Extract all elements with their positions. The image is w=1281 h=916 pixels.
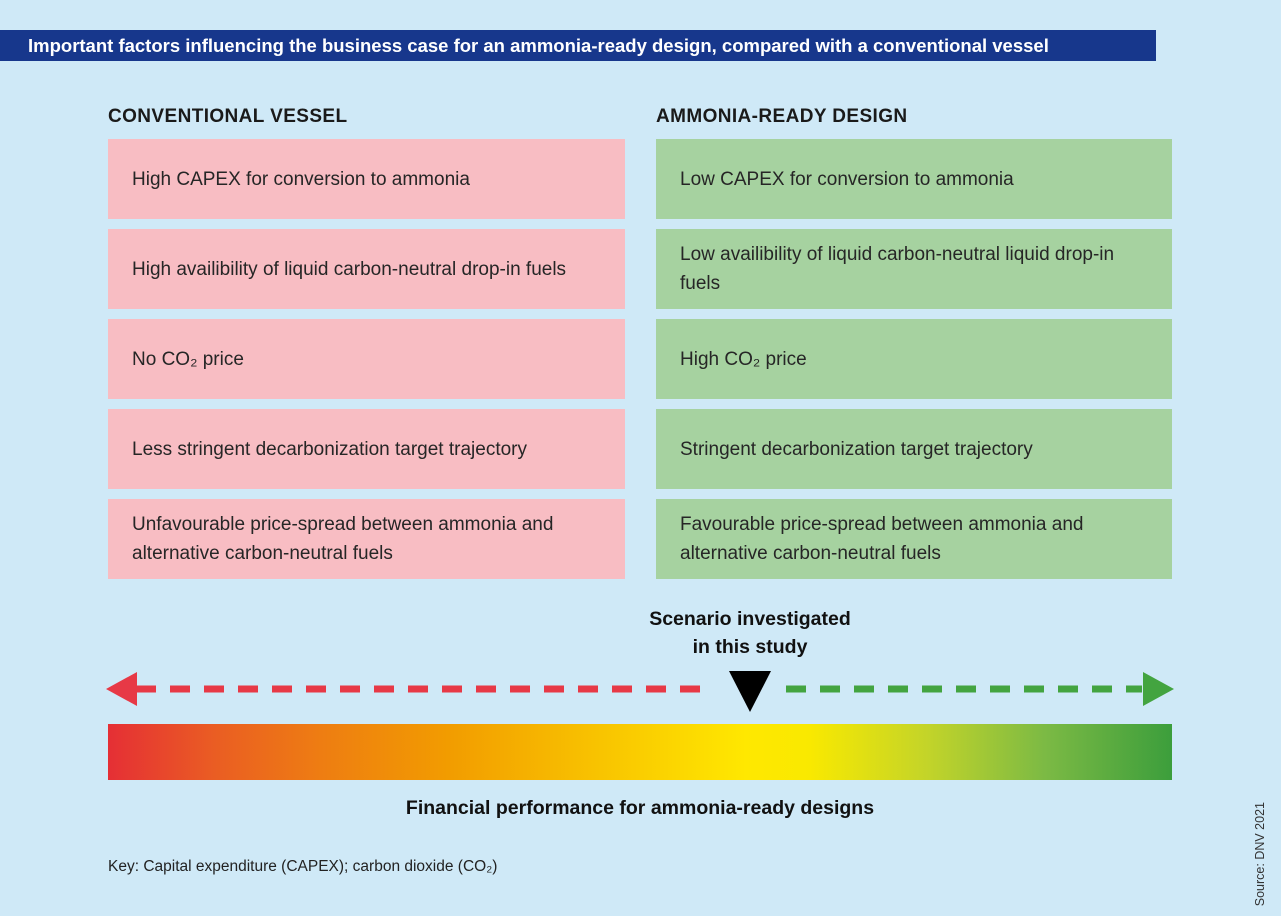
factor-box-ammonia-capex: Low CAPEX for conversion to ammonia <box>656 139 1172 219</box>
factor-box-conventional-co2-price: No CO₂ price <box>108 319 625 399</box>
scenario-label: Scenario investigated in this study <box>560 605 940 661</box>
scenario-label-line2: in this study <box>692 636 808 658</box>
right-arrow-icon <box>1143 672 1174 706</box>
factor-box-conventional-price-spread: Unfavourable price-spread between ammoni… <box>108 499 625 579</box>
factor-box-ammonia-availability: Low availibility of liquid carbon-neutra… <box>656 229 1172 309</box>
factor-box-ammonia-target: Stringent decarbonization target traject… <box>656 409 1172 489</box>
column-header-conventional: CONVENTIONAL VESSEL <box>108 106 348 127</box>
left-arrow-icon <box>106 672 137 706</box>
factor-box-conventional-target: Less stringent decarbonization target tr… <box>108 409 625 489</box>
scenario-label-line1: Scenario investigated <box>649 608 851 630</box>
factor-box-ammonia-price-spread: Favourable price-spread between ammonia … <box>656 499 1172 579</box>
page-title: Important factors influencing the busine… <box>28 34 1049 56</box>
scenario-marker-icon <box>729 671 771 712</box>
factor-box-ammonia-co2-price: High CO₂ price <box>656 319 1172 399</box>
column-header-ammonia-ready: AMMONIA-READY DESIGN <box>656 106 908 127</box>
performance-axis-label: Financial performance for ammonia-ready … <box>405 797 875 819</box>
factor-box-conventional-availability: High availibility of liquid carbon-neutr… <box>108 229 625 309</box>
direction-arrows <box>106 671 1174 712</box>
source-credit: Source: DNV 2021 <box>1253 801 1267 906</box>
key-note: Key: Capital expenditure (CAPEX); carbon… <box>108 858 498 875</box>
factor-box-conventional-capex: High CAPEX for conversion to ammonia <box>108 139 625 219</box>
title-bar: Important factors influencing the busine… <box>0 30 1156 61</box>
performance-gradient-bar <box>108 724 1172 780</box>
